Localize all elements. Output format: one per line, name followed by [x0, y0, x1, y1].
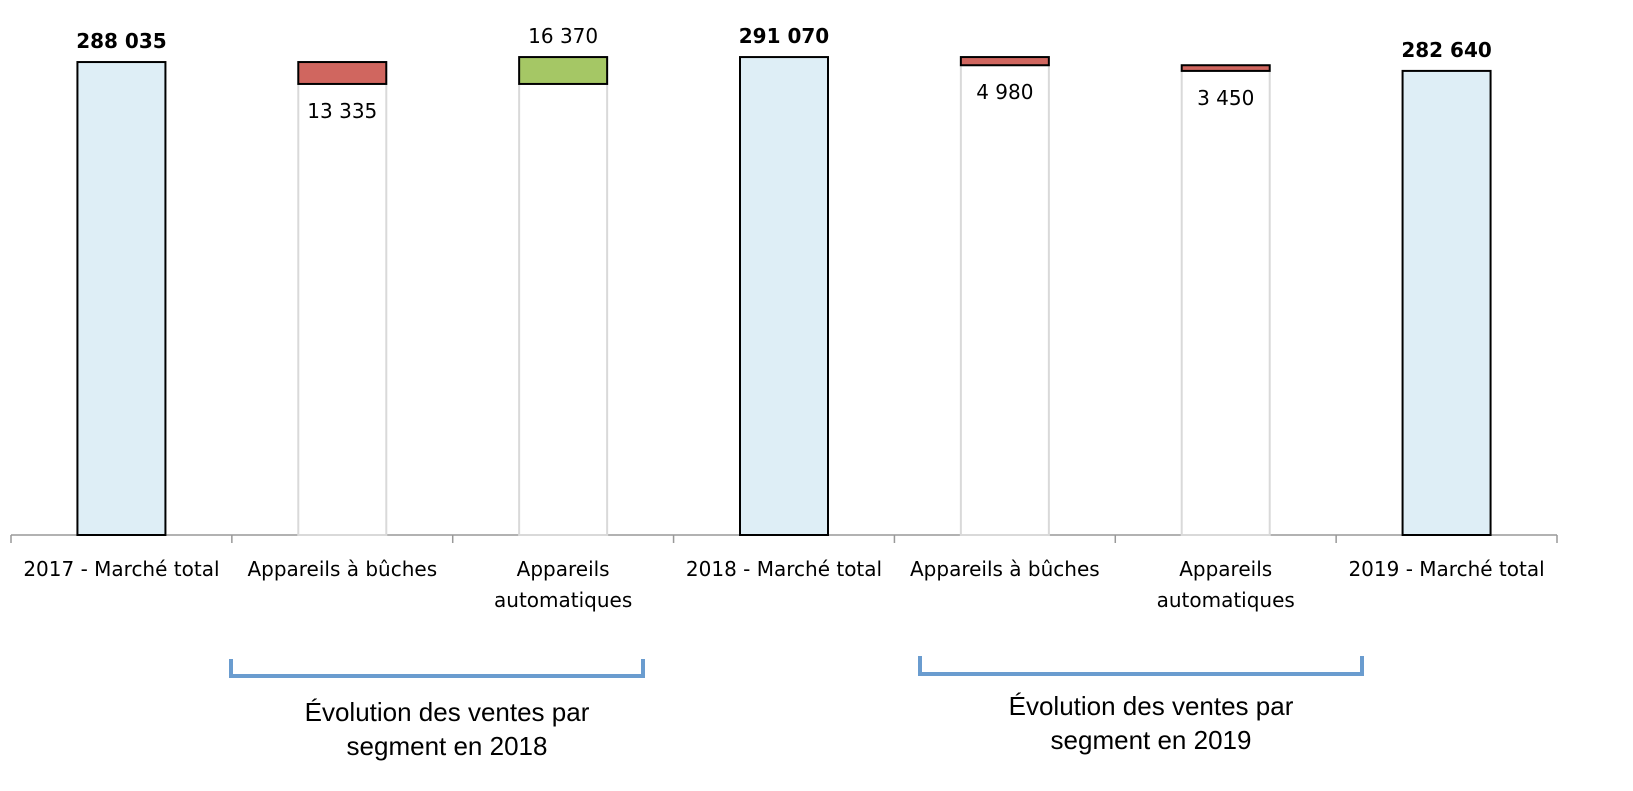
- connector-bar: [297, 82, 388, 536]
- bar: [297, 61, 388, 85]
- x-tick-label: Appareils automatiques: [1156, 557, 1295, 612]
- x-tick-label: Appareils automatiques: [494, 557, 633, 612]
- bracket: [918, 656, 1364, 676]
- data-label: 3 450: [1197, 86, 1254, 110]
- connector-bar: [959, 64, 1050, 536]
- connector-bar: [518, 82, 609, 536]
- bracket: [229, 659, 645, 678]
- data-label: 282 640: [1401, 38, 1491, 62]
- x-tick-label: 2019 - Marché total: [1348, 557, 1545, 581]
- data-label: 13 335: [307, 99, 377, 123]
- data-label: 4 980: [976, 80, 1033, 104]
- x-tick-label: Appareils à bûches: [910, 557, 1100, 581]
- data-label: 16 370: [528, 24, 598, 48]
- bar: [1180, 64, 1271, 72]
- bar: [518, 56, 609, 85]
- x-tick-label: Appareils à bûches: [247, 557, 438, 581]
- bar: [739, 56, 829, 537]
- bar: [1401, 69, 1492, 536]
- x-tick-label: 2017 - Marché total: [23, 557, 220, 581]
- bar: [959, 56, 1050, 67]
- x-tick-label: 2018 - Marché total: [685, 557, 883, 581]
- annotation: Évolution des ventes par segment en 2019: [1008, 691, 1294, 755]
- data-label: 288 035: [76, 29, 166, 53]
- bar: [76, 61, 167, 536]
- data-label: 291 070: [739, 24, 829, 48]
- annotation: Évolution des ventes par segment en 2018: [304, 697, 590, 761]
- connector-bar: [1180, 69, 1271, 536]
